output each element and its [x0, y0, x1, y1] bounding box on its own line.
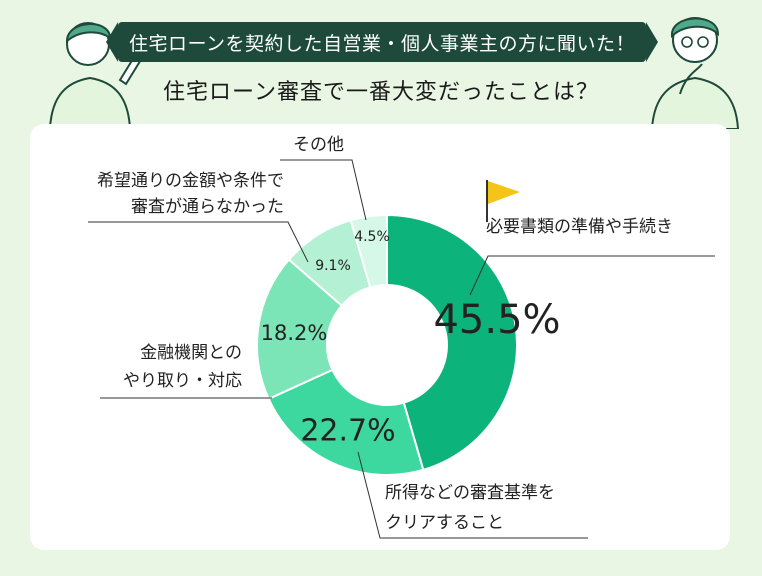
leader-line-4: [280, 159, 367, 221]
data-label-2: 18.2%: [261, 321, 328, 345]
leader-line-0: [469, 255, 715, 296]
category-label-4-0: その他: [293, 135, 344, 155]
data-label-3: 9.1%: [315, 258, 351, 274]
chart-slices: [256, 213, 518, 476]
data-label-1: 22.7%: [300, 414, 395, 449]
category-label-1-1: クリアすること: [385, 513, 504, 533]
pie-slice-1: [267, 368, 425, 476]
pie-slice-2: [256, 258, 344, 401]
category-label-2-0: 金融機関との: [140, 343, 242, 363]
category-label-3-1: 審査が通らなかった: [131, 197, 284, 217]
person-pointing-icon: [48, 22, 144, 128]
survey-banner: 住宅ローンを契約した自営業・個人事業主の方に聞いた！: [106, 22, 658, 62]
leader-line-1: [357, 451, 588, 539]
leader-line-3: [88, 221, 309, 263]
pie-slice-0: [386, 213, 518, 472]
person-thinking-icon: [650, 17, 740, 129]
pie-slice-4: [349, 213, 388, 289]
page-title: 住宅ローン審査で一番大変だったことは？: [163, 80, 599, 105]
data-label-0: 45.5%: [433, 297, 560, 343]
category-label-1-0: 所得などの審査基準を: [385, 483, 555, 503]
category-label-2-1: やり取り・対応: [123, 371, 242, 391]
flag-icon: [486, 180, 520, 222]
category-label-0-0: 必要書類の準備や手続き: [486, 217, 673, 237]
donut-hole: [328, 286, 446, 404]
category-label-3-0: 希望通りの金額や条件で: [97, 171, 284, 191]
data-label-4: 4.5%: [354, 229, 390, 245]
